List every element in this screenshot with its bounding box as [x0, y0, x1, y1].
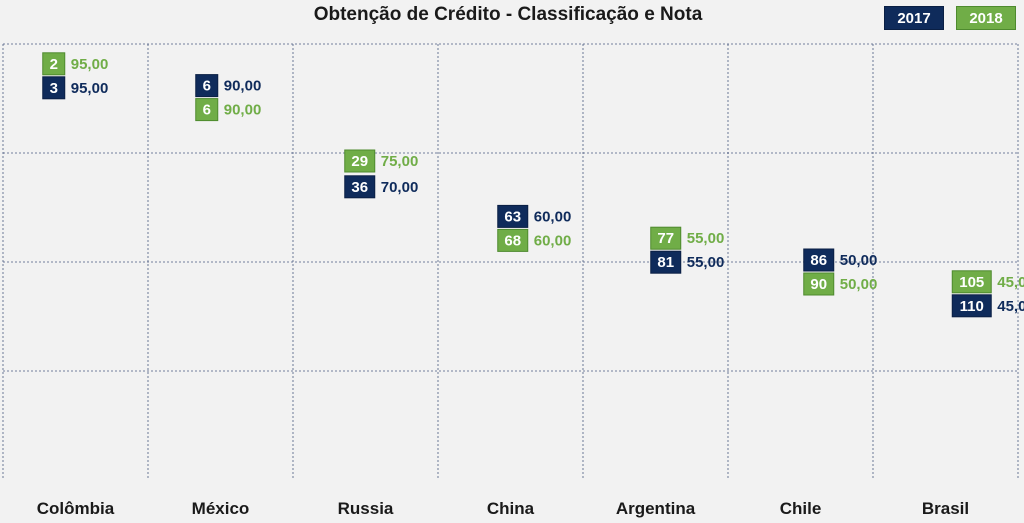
category-label: Argentina: [616, 499, 696, 518]
rank-label-2018: 77: [657, 230, 674, 247]
value-label-2018: 75,00: [381, 153, 419, 170]
value-label-2018: 60,00: [534, 232, 572, 249]
rank-marker-2017: [803, 248, 835, 272]
category-label: Russia: [338, 499, 394, 518]
rank-label-2018: 2: [50, 56, 58, 73]
rank-label-2018: 105: [959, 274, 984, 291]
rank-marker-2018: [42, 52, 66, 76]
value-label-2018: 45,00: [997, 274, 1024, 291]
rank-label-2018: 90: [810, 276, 827, 293]
value-label-2018: 95,00: [71, 56, 109, 73]
value-label-2017: 95,00: [71, 80, 109, 97]
value-label-2018: 90,00: [224, 102, 262, 119]
category-label: México: [192, 499, 250, 518]
series-2017: 3 95,00 6 90,00 36 70,00 63 60,00 81 55,00 86 50,00…: [42, 74, 1024, 318]
rank-label-2018: 68: [504, 232, 521, 249]
rank-label-2017: 36: [351, 179, 368, 196]
rank-label-2017: 3: [50, 80, 58, 97]
rank-label-2017: 110: [960, 298, 984, 315]
rank-marker-2018: [195, 98, 219, 122]
rank-label-2017: 86: [810, 252, 827, 269]
rank-marker-2018: [344, 149, 376, 173]
value-label-2018: 50,00: [840, 276, 878, 293]
rank-label-2018: 6: [203, 102, 211, 119]
rank-marker-2017: [497, 204, 529, 228]
rank-marker-2017: [650, 250, 682, 274]
rank-marker-2018: [650, 226, 682, 250]
value-label-2017: 90,00: [224, 78, 262, 95]
rank-marker-2017: [951, 294, 992, 318]
value-label-2017: 60,00: [534, 208, 572, 225]
rank-marker-2018: [803, 272, 835, 296]
value-label-2017: 45,00: [997, 298, 1024, 315]
value-label-2017: 55,00: [687, 254, 725, 271]
rank-marker-2018: [951, 270, 992, 294]
value-label-2017: 50,00: [840, 252, 878, 269]
category-label: China: [487, 499, 535, 518]
value-label-2018: 55,00: [687, 230, 725, 247]
rank-marker-2017: [42, 76, 66, 100]
category-label: Chile: [780, 499, 822, 518]
category-label: Colômbia: [37, 499, 115, 518]
rank-label-2017: 81: [657, 254, 674, 271]
series-2018: 2 95,00 6 90,00 29 75,00 68 60,00 77 55,00 90 50,00…: [42, 52, 1024, 296]
rank-marker-2017: [344, 175, 376, 199]
category-label: Brasil: [922, 499, 969, 518]
legend-2017: 2017: [884, 6, 944, 30]
chart-title: Obtenção de Crédito - Classificação e No…: [313, 4, 703, 25]
legend-2018: 2018: [956, 6, 1016, 30]
rank-label-2017: 6: [203, 78, 211, 95]
rank-marker-2017: [195, 74, 219, 98]
rank-label-2018: 29: [351, 153, 368, 170]
rank-marker-2018: [497, 228, 529, 252]
rank-label-2017: 63: [504, 208, 521, 225]
value-label-2017: 70,00: [381, 179, 419, 196]
grid: [2, 43, 1019, 480]
